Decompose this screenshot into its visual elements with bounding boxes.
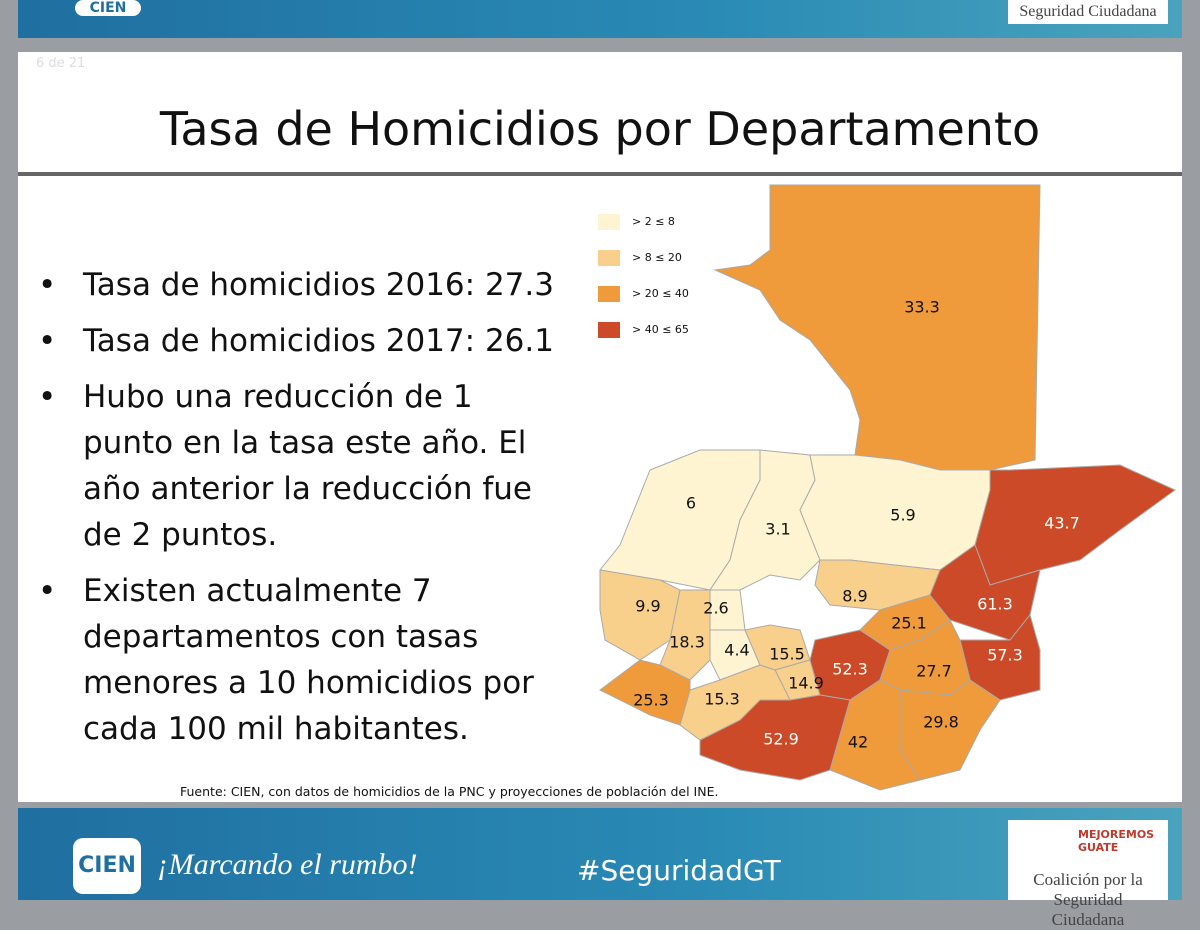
department xyxy=(599,659,691,726)
slogan: ¡Marcando el rumbo! xyxy=(157,848,418,881)
title-rule xyxy=(18,172,1182,176)
department-value: 52.9 xyxy=(763,730,799,749)
department-value: 4.4 xyxy=(724,641,749,660)
department-value: 25.3 xyxy=(633,691,669,710)
legend-label: > 2 ≤ 8 xyxy=(632,215,675,228)
department xyxy=(679,664,791,741)
department-value: 33.3 xyxy=(904,298,940,317)
department xyxy=(599,569,681,661)
department-value: 14.9 xyxy=(788,674,824,693)
bullet: Hubo una reducción de 1 punto en la tasa… xyxy=(18,374,563,558)
department xyxy=(713,184,1041,471)
legend-swatch xyxy=(598,214,620,230)
top-banner xyxy=(18,0,1182,38)
bullet: Existen actualmente 7 departamentos con … xyxy=(18,568,563,752)
bullet: Tasa de homicidios 2017: 26.1 xyxy=(18,318,563,364)
top-partner: Seguridad Ciudadana xyxy=(1008,0,1168,24)
department-value: 42 xyxy=(848,733,868,752)
department-value: 61.3 xyxy=(977,595,1013,614)
source: Fuente: CIEN, con datos de homicidios de… xyxy=(180,784,719,799)
legend-label: > 8 ≤ 20 xyxy=(632,251,682,264)
department-value: 15.3 xyxy=(704,690,740,709)
hashtag: #SeguridadGT xyxy=(577,854,781,887)
legend-swatch xyxy=(598,286,620,302)
bottom-logo: CIEN xyxy=(73,838,141,894)
legend-label: > 20 ≤ 40 xyxy=(632,287,689,300)
page: CIEN Seguridad Ciudadana 6 de 21 Tasa de… xyxy=(0,0,1200,900)
badge-line: MEJOREMOS xyxy=(1078,828,1155,841)
department xyxy=(974,464,1176,586)
partner-box: MEJOREMOS GUATE Coalición por la Segurida… xyxy=(1008,820,1168,929)
department-value: 9.9 xyxy=(635,597,660,616)
slide-title: Tasa de Homicidios por Departamento xyxy=(159,102,1041,156)
department-value: 43.7 xyxy=(1044,514,1080,533)
legend-label: > 40 ≤ 65 xyxy=(632,323,689,336)
bottom-banner xyxy=(18,808,1182,900)
map: 33.3 6 3.1 5.9 43.7 8.9 9.9 18.3 2.6 4.4 15.5 14.9 5… xyxy=(598,184,1176,791)
badge-line: GUATE xyxy=(1078,841,1119,854)
department-value: 25.1 xyxy=(891,614,927,633)
department-value: 57.3 xyxy=(987,646,1023,665)
top-logo: CIEN xyxy=(75,0,141,16)
department-value: 8.9 xyxy=(842,587,867,606)
department-value: 3.1 xyxy=(765,520,790,539)
bullet-list: Tasa de homicidios 2016: 27.3 Tasa de hom… xyxy=(18,262,563,762)
legend-swatch xyxy=(598,250,620,266)
department xyxy=(829,679,921,791)
department-value: 52.3 xyxy=(832,660,868,679)
department-value: 15.5 xyxy=(769,645,805,664)
department-value: 29.8 xyxy=(923,713,959,732)
badge: MEJOREMOS GUATE xyxy=(1078,828,1154,854)
department-value: 27.7 xyxy=(916,662,952,681)
department-value: 5.9 xyxy=(890,506,915,525)
partner: Coalición por la Seguridad Ciudadana xyxy=(1033,870,1143,929)
page-number: 6 de 21 xyxy=(36,56,86,71)
legend-swatch xyxy=(598,322,620,338)
department-value: 18.3 xyxy=(669,633,705,652)
department-value: 2.6 xyxy=(703,599,728,618)
department-value: 6 xyxy=(686,494,696,513)
bullet: Tasa de homicidios 2016: 27.3 xyxy=(18,262,563,308)
